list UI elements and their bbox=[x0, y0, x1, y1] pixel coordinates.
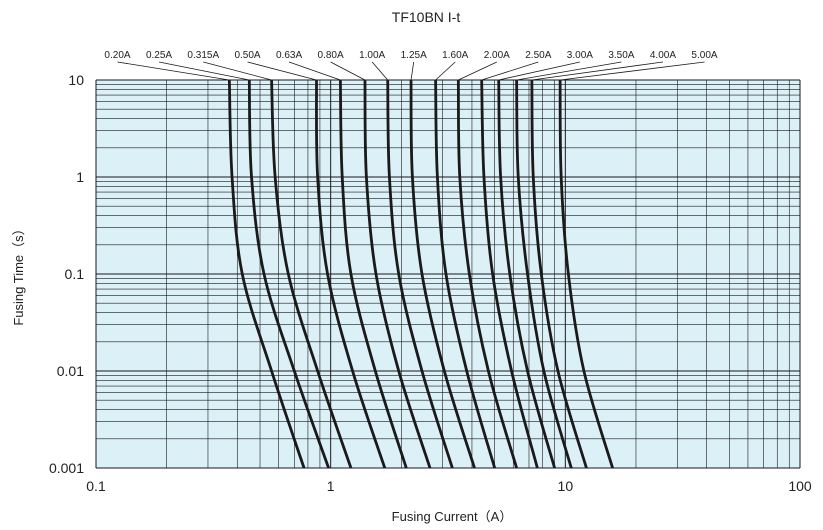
curve-3.00A bbox=[497, 79, 556, 469]
label-leader-line bbox=[458, 61, 497, 81]
rating-label: 0.25A bbox=[146, 50, 172, 61]
curve-0.50A bbox=[315, 79, 387, 469]
rating-label: 3.00A bbox=[567, 50, 593, 61]
y-tick-label: 0.01 bbox=[57, 363, 84, 379]
rating-label: 0.20A bbox=[104, 50, 130, 61]
curve-5.00A bbox=[558, 79, 614, 469]
tick-labels: 0.1 1 10 100 10 1 0.1 0.01 0.001 bbox=[49, 72, 812, 494]
curve-1.25A bbox=[409, 79, 476, 469]
y-tick-label: 1 bbox=[76, 169, 84, 185]
y-tick-label: 0.001 bbox=[49, 460, 84, 476]
rating-label: 0.80A bbox=[318, 50, 344, 61]
label-leader-line bbox=[158, 61, 250, 81]
curve-0.63A bbox=[338, 79, 408, 469]
curve-0.25A bbox=[247, 79, 330, 469]
rating-label: 2.50A bbox=[525, 50, 551, 61]
label-leader-line bbox=[410, 61, 415, 81]
rating-label: 1.00A bbox=[359, 50, 385, 61]
x-tick-label: 10 bbox=[558, 478, 574, 494]
rating-label: 0.50A bbox=[234, 50, 260, 61]
x-axis-title: Fusing Current（A） bbox=[392, 509, 513, 524]
x-tick-label: 100 bbox=[788, 478, 812, 494]
label-leader-line bbox=[498, 61, 580, 81]
rating-label: 5.00A bbox=[691, 50, 717, 61]
x-tick-label: 1 bbox=[327, 478, 335, 494]
curve-0.20A bbox=[227, 79, 306, 469]
label-leader-line bbox=[117, 61, 230, 81]
curve-0.315A bbox=[270, 79, 353, 469]
rating-label: 0.315A bbox=[187, 50, 219, 61]
rating-label: 2.00A bbox=[484, 50, 510, 61]
curve-0.80A bbox=[363, 79, 432, 469]
curve-1.60A bbox=[434, 79, 497, 469]
label-leader-line bbox=[531, 61, 664, 81]
rating-labels: 0.20A 0.25A 0.315A 0.50A 0.63A 0.80A 1.00A 1.25… bbox=[104, 50, 718, 81]
label-leader-line bbox=[435, 61, 456, 81]
label-leader-line bbox=[560, 61, 705, 81]
rating-label: 3.50A bbox=[608, 50, 634, 61]
rating-label: 4.00A bbox=[650, 50, 676, 61]
y-axis-title: Fusing Time（s） bbox=[11, 222, 26, 325]
label-leader-line bbox=[247, 61, 317, 81]
rating-label: 1.60A bbox=[442, 50, 468, 61]
label-leader-line bbox=[288, 61, 341, 81]
label-leader-line bbox=[203, 61, 272, 81]
y-tick-label: 0.1 bbox=[65, 266, 85, 282]
label-leader-line bbox=[481, 61, 539, 81]
curve-4.00A bbox=[530, 79, 588, 469]
rating-label: 1.25A bbox=[401, 50, 427, 61]
curves bbox=[227, 79, 614, 469]
label-leader-line bbox=[516, 61, 622, 81]
y-tick-label: 10 bbox=[68, 72, 84, 88]
curve-2.00A bbox=[456, 79, 518, 469]
label-leader-line bbox=[330, 61, 366, 81]
curve-2.50A bbox=[480, 79, 539, 469]
curve-1.00A bbox=[386, 79, 454, 469]
x-tick-label: 0.1 bbox=[86, 478, 106, 494]
grid bbox=[95, 79, 801, 469]
label-leader-line bbox=[371, 61, 389, 81]
rating-label: 0.63A bbox=[276, 50, 302, 61]
chart-title: TF10BN I-t bbox=[392, 9, 461, 25]
curve-3.50A bbox=[515, 79, 573, 469]
